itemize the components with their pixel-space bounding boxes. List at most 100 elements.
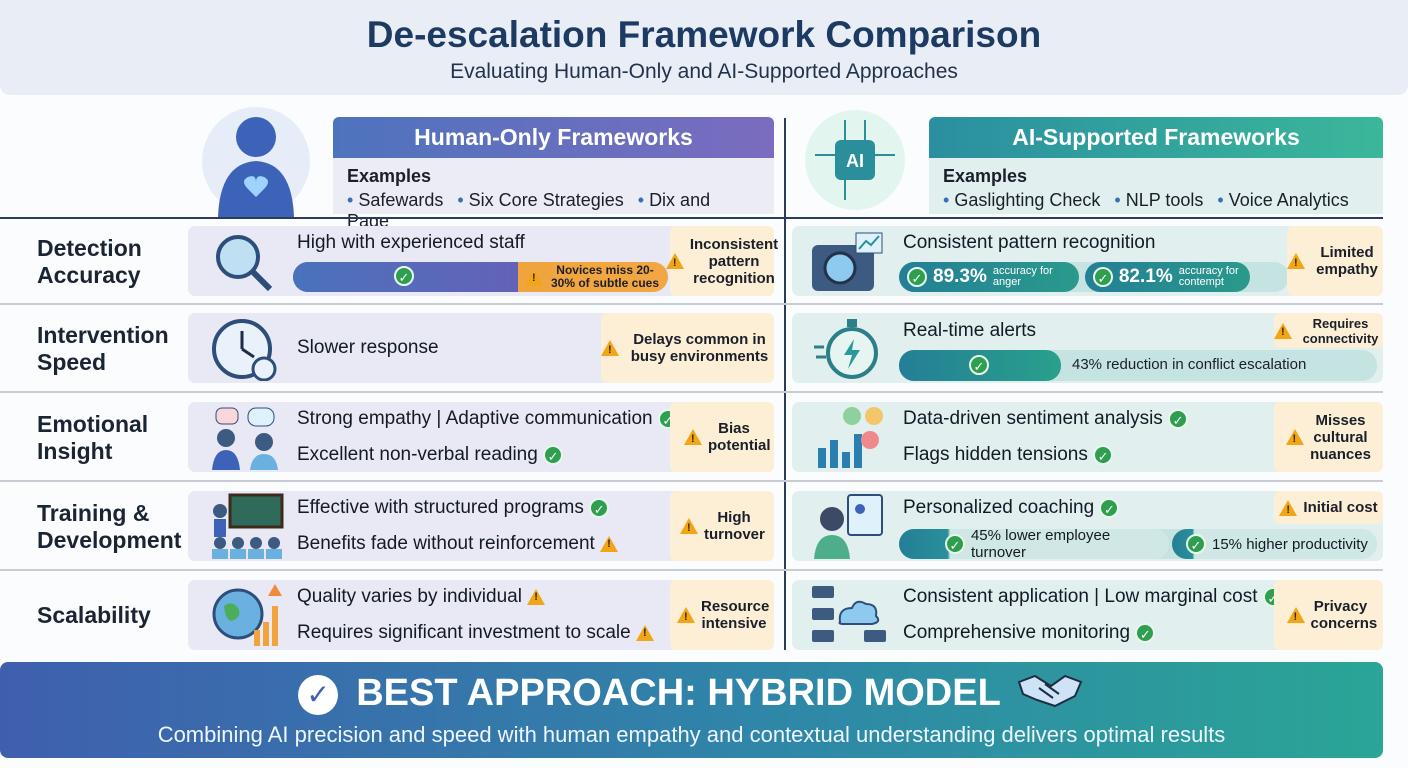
warning-icon: [684, 429, 702, 448]
human-detection-card: High with experienced staff ✓ Novices mi…: [188, 226, 778, 296]
line-text: Excellent non-verbal reading: [297, 444, 538, 465]
warning-icon: [1287, 253, 1305, 272]
stat-value: 82.1%: [1118, 266, 1173, 287]
warning-icon: [1279, 499, 1298, 519]
human-training-card: Effective with structured programs ✓ Ben…: [188, 491, 774, 561]
warning-icon: [525, 269, 543, 286]
example-item: Six Core Strategies: [457, 190, 623, 210]
clock-icon: [210, 317, 280, 381]
camera-chart-icon: [810, 231, 885, 293]
ai-speed-card: Real-time alerts ✓ 43% reduction in conf…: [792, 313, 1383, 383]
hybrid-title-text: BEST APPROACH: HYBRID MODEL: [356, 672, 1001, 715]
stat-text: 15% higher productivity: [1212, 535, 1368, 553]
example-item: NLP tools: [1114, 190, 1203, 210]
warning-icon: [677, 607, 695, 626]
check-circle-icon: ✓: [298, 675, 339, 715]
warning-box: Delays common in busy environments: [601, 313, 774, 383]
line-text: Personalized coaching: [903, 497, 1095, 518]
warning-box: Bias potential: [670, 402, 774, 472]
ai-speed-text: Real-time alerts: [903, 320, 1037, 341]
page-title: De-escalation Framework Comparison: [366, 14, 1042, 55]
bar-text: 43% reduction in conflict escalation: [1072, 356, 1307, 373]
warning-icon: [600, 535, 619, 552]
ai-examples: Examples Gaslighting Check NLP tools Voice…: [929, 158, 1383, 214]
stat-note: accuracy for contempt: [1178, 265, 1239, 288]
warning-icon: [527, 588, 546, 605]
stopwatch-lightning-icon: [812, 317, 882, 381]
human-insight-card: Strong empathy | Adaptive communication …: [188, 402, 774, 472]
training-line: Benefits fade without reinforcement: [297, 533, 619, 555]
warning-box: Resource intensive: [670, 580, 774, 650]
example-item: Voice Analytics: [1217, 190, 1348, 210]
cloud-servers-icon: [810, 582, 888, 648]
svg-text:AI: AI: [846, 151, 864, 171]
training-line: Personalized coaching ✓: [903, 497, 1120, 519]
row-label-intervention-speed: Intervention Speed: [37, 322, 169, 375]
insight-line: Data-driven sentiment analysis ✓: [903, 408, 1189, 430]
ai-chip-icon: AI: [800, 105, 910, 215]
ai-speed-bar: ✓ 43% reduction in conflict escalation: [899, 350, 1377, 381]
check-icon: ✓: [1186, 534, 1206, 554]
insight-line: Strong empathy | Adaptive communication …: [297, 408, 678, 430]
hybrid-subtitle: Combining AI precision and speed with hu…: [157, 722, 1226, 747]
check-icon: ✓: [1135, 622, 1156, 643]
ai-insight-card: Data-driven sentiment analysis ✓ Flags h…: [792, 402, 1383, 472]
stat-pill-turnover: ✓ 45% lower employee turnover: [899, 527, 1169, 561]
row-label-training-development: Training & Development: [37, 500, 182, 553]
warning-box: Limited empathy: [1287, 226, 1383, 296]
human-examples: Examples SafewardsSix Core StrategiesDix…: [333, 158, 774, 231]
human-frameworks-banner: Human-Only Frameworks: [333, 117, 774, 158]
magnifier-sad-face-icon: [208, 231, 278, 291]
row-label-emotional-insight: Emotional Insight: [37, 411, 149, 464]
warning-box: Misses cultural nuances: [1274, 402, 1383, 472]
stat-pill-contempt: ✓ 82.1% accuracy for contempt: [1085, 262, 1250, 292]
ai-frameworks-banner: AI-Supported Frameworks: [929, 117, 1383, 158]
check-icon: ✓: [1093, 444, 1114, 465]
warning-icon: [601, 340, 619, 359]
scalability-line: Quality varies by individual: [297, 586, 546, 608]
ai-scalability-card: Consistent application | Low marginal co…: [792, 580, 1383, 650]
stat-note: accuracy for anger: [992, 265, 1053, 288]
warning-text: Limited empathy: [1316, 244, 1378, 278]
warning-text: Inconsistent pattern recognition: [689, 235, 779, 287]
classroom-teacher-icon: [206, 493, 286, 559]
check-icon: ✓: [945, 534, 965, 554]
ai-detection-card: Consistent pattern recognition ✓ 89.3% acc…: [792, 226, 1383, 296]
warning-text: Misses cultural nuances: [1310, 411, 1371, 463]
warning-icon: [665, 253, 684, 272]
training-line: Effective with structured programs ✓: [297, 497, 610, 519]
column-divider: [784, 118, 786, 650]
line-text: Data-driven sentiment analysis: [903, 408, 1163, 429]
warning-box: High turnover: [670, 491, 774, 561]
check-icon: ✓: [907, 267, 927, 287]
warning-text: Initial cost: [1303, 499, 1378, 516]
warning-icon: [1285, 429, 1304, 448]
row-divider: [0, 391, 1383, 393]
stat-value: 89.3%: [933, 266, 987, 287]
scalability-line: Consistent application | Low marginal co…: [903, 586, 1283, 608]
stat-pill-anger: ✓ 89.3% accuracy for anger: [899, 262, 1079, 292]
human-detection-text: High with experienced staff: [297, 232, 525, 253]
warning-icon: [1286, 607, 1305, 626]
warning-text: Requires connectivity: [1302, 315, 1379, 346]
row-divider: [0, 480, 1383, 482]
row-label-scalability: Scalability: [37, 602, 151, 628]
scalability-line: Requires significant investment to scale: [297, 622, 654, 644]
sentiment-chart-icon: [812, 404, 887, 470]
warning-text: Privacy concerns: [1310, 598, 1378, 632]
hybrid-title: ✓ BEST APPROACH: HYBRID MODEL: [0, 670, 1383, 720]
headset-coach-icon: [810, 493, 885, 559]
header-divider: [0, 217, 1383, 219]
examples-label: Examples: [943, 166, 1028, 186]
check-icon: ✓: [543, 444, 564, 465]
example-item: Safewards: [347, 190, 443, 210]
handshake-icon: [1015, 670, 1085, 720]
line-text: Consistent application | Low marginal co…: [903, 586, 1258, 607]
warning-box: Privacy concerns: [1274, 580, 1383, 650]
row-divider: [0, 303, 1383, 305]
examples-label: Examples: [347, 166, 432, 186]
human-detection-bar: ✓ Novices miss 20-30% of subtle cues: [293, 262, 668, 292]
warning-box: Initial cost: [1274, 491, 1383, 524]
stat-pill-productivity: ✓ 15% higher productivity: [1172, 529, 1377, 559]
check-icon: ✓: [969, 355, 989, 375]
